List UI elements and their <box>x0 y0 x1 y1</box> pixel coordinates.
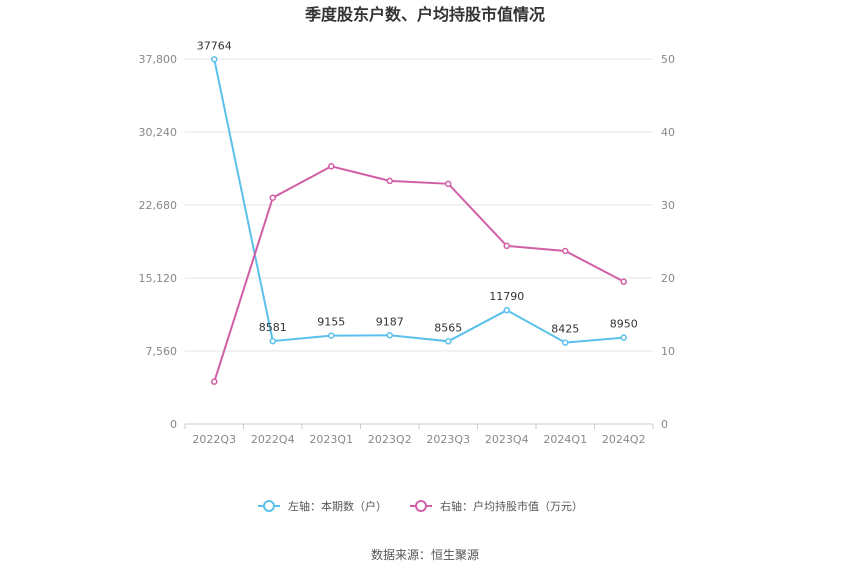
data-label: 8950 <box>610 318 638 331</box>
x-tick-label: 2023Q3 <box>426 433 470 446</box>
data-label: 8565 <box>434 321 462 334</box>
left-tick-label: 22,680 <box>139 199 178 212</box>
data-point[interactable] <box>445 180 452 188</box>
right-tick-label: 50 <box>661 53 675 66</box>
x-tick-label: 2024Q2 <box>602 433 646 446</box>
x-tick-label: 2022Q4 <box>251 433 295 446</box>
legend-item[interactable]: 左轴：本期数（户） <box>258 499 387 513</box>
series-1: 37764 8581 9155 9187 8565 11790 8425 8950 <box>197 39 638 346</box>
left-axis-ticks: 0 7,560 15,120 22,680 30,240 37,800 <box>139 53 178 431</box>
legend-marker <box>263 500 275 512</box>
x-tick-label: 2023Q4 <box>485 433 529 446</box>
data-point[interactable] <box>503 242 510 250</box>
x-axis-ticks: 2022Q3 2022Q4 2023Q1 2023Q2 2023Q3 2023Q4 2024… <box>184 424 654 446</box>
legend-item[interactable]: 右轴：户均持股市值（万元） <box>410 499 583 513</box>
series-line <box>213 165 625 383</box>
data-point[interactable] <box>562 339 569 346</box>
x-tick-label: 2024Q1 <box>543 433 587 446</box>
source-note: 数据来源：恒生聚源 <box>371 547 479 562</box>
right-tick-label: 30 <box>661 199 675 212</box>
right-tick-label: 40 <box>661 126 675 139</box>
data-point[interactable] <box>269 337 276 345</box>
legend-label: 左轴：本期数（户） <box>288 499 387 513</box>
data-point[interactable] <box>386 177 393 185</box>
x-tick-label: 2022Q3 <box>192 433 236 446</box>
data-point[interactable] <box>620 278 627 285</box>
data-label: 8425 <box>551 323 579 336</box>
right-tick-label: 10 <box>661 345 675 358</box>
data-label: 9187 <box>376 315 404 328</box>
data-point[interactable] <box>503 306 510 314</box>
data-label: 37764 <box>197 39 232 52</box>
x-tick-label: 2023Q1 <box>309 433 353 446</box>
left-tick-label: 15,120 <box>139 272 178 285</box>
data-point[interactable] <box>328 163 335 170</box>
data-point[interactable] <box>386 332 393 339</box>
legend-label: 右轴：户均持股市值（万元） <box>440 499 583 513</box>
data-point[interactable] <box>620 334 627 341</box>
data-point[interactable] <box>328 332 335 339</box>
left-tick-label: 30,240 <box>139 126 178 139</box>
legend[interactable]: 左轴：本期数（户） 右轴：户均持股市值（万元） <box>258 499 583 513</box>
data-point[interactable] <box>269 194 276 201</box>
data-label: 11790 <box>489 290 524 303</box>
series-2 <box>211 163 627 385</box>
left-tick-label: 7,560 <box>146 345 178 358</box>
series: 37764 8581 9155 9187 8565 11790 8425 8950 <box>197 39 638 385</box>
data-label: 9155 <box>317 316 345 329</box>
left-tick-label: 37,800 <box>139 53 178 66</box>
right-tick-label: 0 <box>661 418 668 431</box>
data-point[interactable] <box>445 338 452 345</box>
series-line <box>213 59 624 344</box>
data-label: 8581 <box>259 321 287 334</box>
data-point[interactable] <box>211 378 218 385</box>
legend-marker <box>415 500 427 512</box>
data-point[interactable] <box>211 56 218 63</box>
left-tick-label: 0 <box>170 418 177 431</box>
data-point[interactable] <box>562 247 569 255</box>
chart-title: 季度股东户数、户均持股市值情况 <box>304 5 545 24</box>
grid <box>185 58 653 425</box>
right-tick-label: 20 <box>661 272 675 285</box>
right-axis-ticks: 0 10 20 30 40 50 <box>661 53 675 431</box>
x-tick-label: 2023Q2 <box>368 433 412 446</box>
